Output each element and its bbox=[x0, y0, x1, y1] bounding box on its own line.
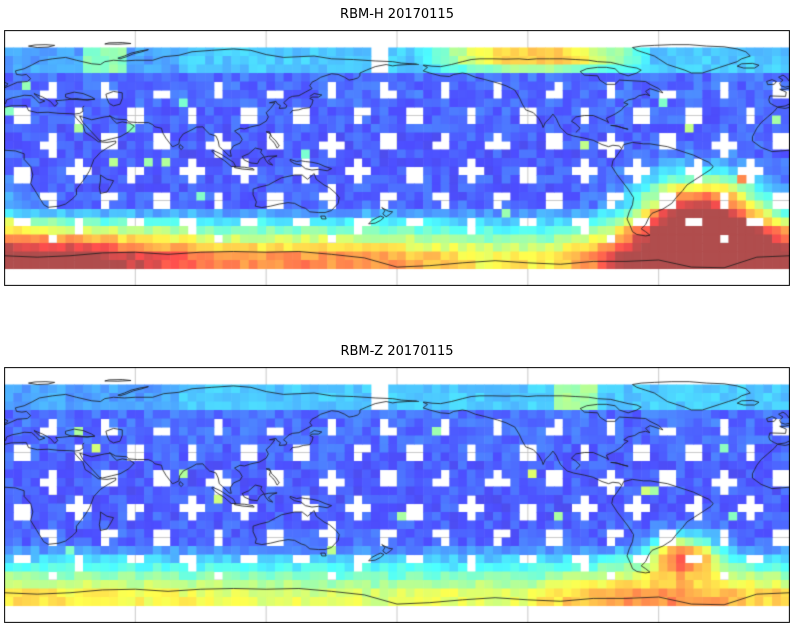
panel-title-rbm-h: RBM-H 20170115 bbox=[340, 7, 454, 22]
panel-title-rbm-z: RBM-Z 20170115 bbox=[340, 344, 454, 359]
map-canvas-rbm-z bbox=[4, 367, 790, 623]
map-canvas-rbm-h bbox=[4, 30, 790, 286]
